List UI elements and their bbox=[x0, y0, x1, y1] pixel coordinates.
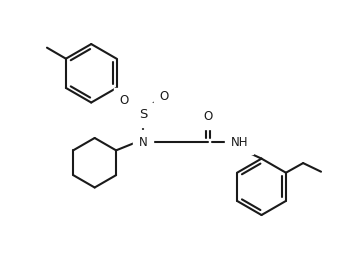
Text: S: S bbox=[139, 108, 147, 121]
Text: O: O bbox=[204, 111, 213, 124]
Text: NH: NH bbox=[230, 136, 248, 149]
Text: N: N bbox=[138, 136, 147, 149]
Text: O: O bbox=[119, 94, 128, 107]
Text: O: O bbox=[159, 90, 169, 103]
